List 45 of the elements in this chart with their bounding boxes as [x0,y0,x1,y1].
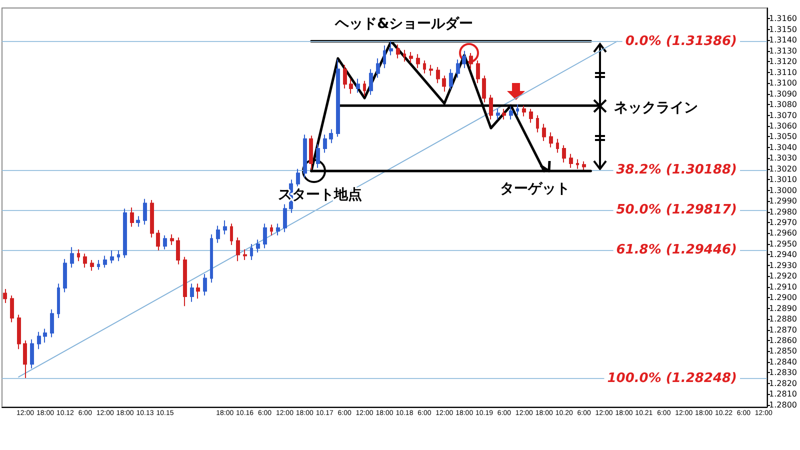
y-tick-label: 1.2890 [769,304,798,313]
ref-line-label: 38.2% (1.30188) [616,162,737,178]
ref-line-label: 61.8% (1.29446) [616,242,737,258]
y-tick-label: 1.2970 [769,218,798,228]
y-tick-label: 1.3090 [769,89,798,98]
y-tick-label: 1.3020 [769,164,798,174]
y-tick-label: 1.3070 [769,110,798,120]
y-tick-label: 1.2950 [769,239,798,248]
y-tick-label: 1.3160 [769,14,798,24]
y-tick-label: 1.3000 [769,186,798,195]
y-tick-label: 1.2880 [769,314,798,324]
y-tick-label: 1.3150 [769,24,798,34]
y-tick-label: 1.2960 [769,228,798,238]
y-tick-label: 1.3110 [769,68,798,77]
y-tick-label: 1.2980 [769,207,798,216]
y-tick-label: 1.3040 [769,142,798,152]
y-tick-label: 1.2920 [769,272,798,281]
y-tick-label: 1.2810 [769,390,798,399]
y-tick-label: 1.2910 [769,282,798,292]
y-tick-label: 1.3080 [769,100,798,110]
y-tick-label: 1.3050 [769,132,798,142]
y-tick-label: 1.2990 [769,196,798,206]
y-tick-label: 1.2860 [769,336,798,345]
y-tick-label: 1.2900 [769,293,798,302]
y-tick-label: 1.3120 [769,57,798,66]
ref-line-label: 0.0% (1.31386) [625,34,737,50]
ref-line-label: 50.0% (1.29817) [616,202,737,218]
y-tick-label: 1.2930 [769,260,798,270]
annotation: ターゲット [500,181,570,197]
y-tick-label: 1.2850 [769,346,798,356]
y-tick-label: 1.2830 [769,368,798,378]
text: ヘッド&ショールダー [334,16,474,32]
annotation: ネックライン [614,100,698,116]
y-tick-label: 1.2800 [769,400,798,410]
y-tick-label: 1.2820 [769,378,798,388]
y-tick-label: 1.2840 [769,357,798,366]
y-tick-label: 1.3030 [769,154,798,163]
y-tick-label: 1.3100 [769,78,798,88]
y-tick-label: 1.3060 [769,121,798,130]
y-tick-label: 1.2940 [769,250,798,260]
y-tick-label: 1.3010 [769,175,798,184]
ref-line-label: 100.0% (1.28248) [607,370,737,386]
y-tick-label: 1.3130 [769,46,798,56]
y-tick-label: 1.2870 [769,325,798,334]
y-tick-label: 1.3140 [769,36,798,45]
